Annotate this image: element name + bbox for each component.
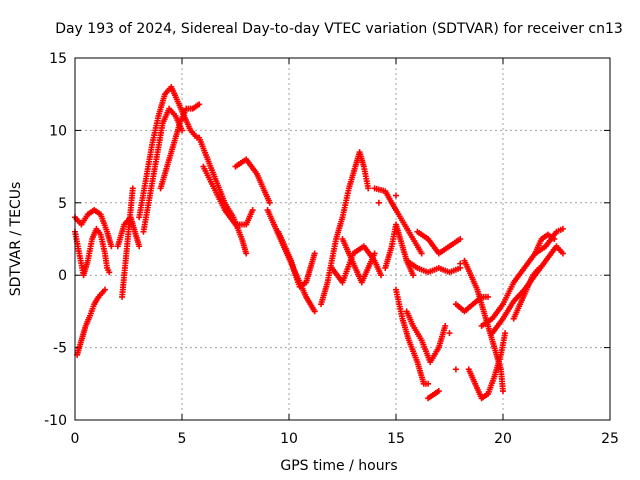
data-point: [536, 264, 543, 271]
data-point: [106, 269, 113, 276]
x-tick-label: 25: [601, 431, 619, 447]
data-point: [425, 380, 432, 387]
data-point: [418, 250, 425, 257]
data-point: [446, 330, 453, 337]
y-axis-label: SDTVAR / TECUs: [8, 182, 24, 297]
data-point: [410, 272, 417, 279]
data-point: [485, 293, 492, 300]
data-point: [457, 260, 464, 267]
data-point: [500, 388, 506, 395]
chart-title: Day 193 of 2024, Sidereal Day-to-day VTE…: [55, 21, 623, 37]
data-point: [457, 236, 464, 242]
data-point: [365, 185, 372, 192]
x-tick-label: 15: [387, 431, 405, 447]
y-tick-label: 10: [49, 123, 67, 139]
x-tick-label: 10: [280, 431, 298, 447]
y-tick-label: -10: [44, 413, 67, 429]
data-point: [375, 199, 382, 206]
data-point: [136, 243, 143, 250]
x-tick-label: 0: [71, 431, 80, 447]
data-points: [72, 83, 566, 402]
data-point: [311, 308, 318, 315]
data-point: [101, 286, 108, 293]
data-point: [249, 207, 256, 214]
y-tick-label: 0: [58, 268, 67, 284]
data-point: [378, 272, 385, 279]
data-point: [266, 199, 273, 206]
y-tick-label: -5: [53, 341, 67, 357]
data-point: [243, 250, 250, 257]
data-point: [551, 236, 558, 242]
data-point: [311, 250, 318, 257]
data-point: [129, 185, 136, 192]
data-point: [108, 243, 115, 250]
data-point: [371, 250, 378, 257]
data-point: [452, 366, 459, 373]
y-tick-label: 15: [49, 51, 67, 67]
x-tick-label: 20: [494, 431, 512, 447]
data-point: [196, 101, 203, 108]
x-tick-label: 5: [178, 431, 187, 447]
data-point: [393, 192, 399, 199]
x-axis-label: GPS time / hours: [280, 458, 397, 474]
data-point: [435, 344, 442, 351]
data-point: [435, 388, 442, 395]
data-point: [559, 250, 566, 257]
y-tick-label: 5: [58, 196, 67, 212]
plot-frame: [74, 57, 611, 421]
data-point: [559, 225, 566, 232]
data-point: [442, 322, 449, 329]
data-point: [502, 330, 509, 337]
